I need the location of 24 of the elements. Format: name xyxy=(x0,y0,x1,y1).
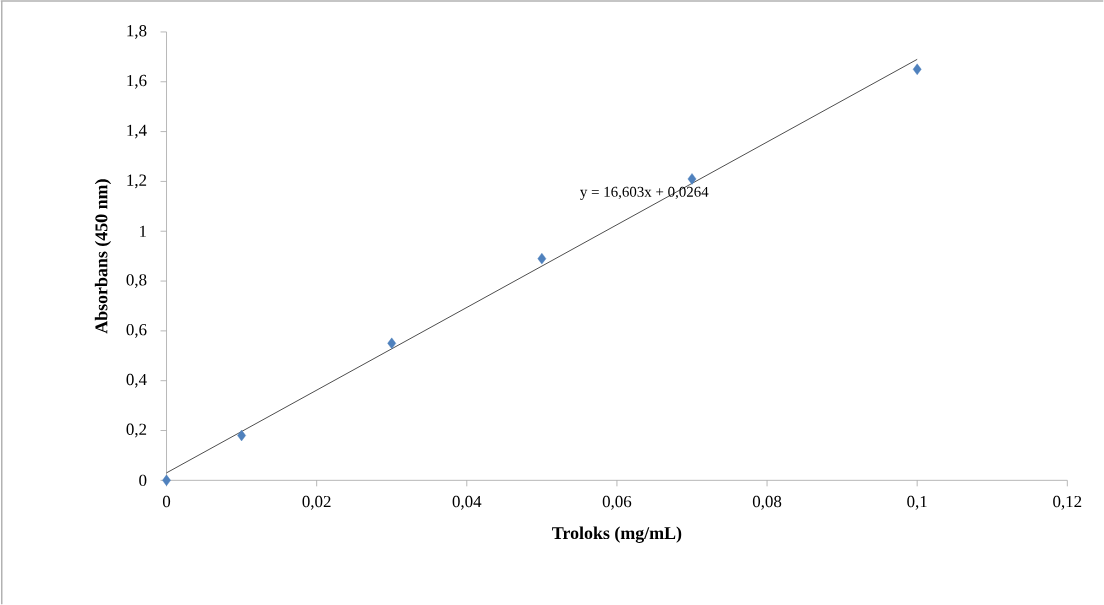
y-tick-label: 1 xyxy=(140,225,147,237)
y-tick-label: 1,2 xyxy=(127,174,147,189)
y-tick-label: 0,4 xyxy=(126,373,147,388)
y-axis-title: Absorbans (450 nm) xyxy=(94,179,112,334)
annotation: y = 16,603x + 0,0264 xyxy=(580,186,709,200)
y-tick-label: 0 xyxy=(139,474,147,487)
x-tick-label: 0,12 xyxy=(1053,495,1082,510)
y-tick-label: 1,6 xyxy=(127,74,147,89)
point xyxy=(537,252,547,265)
x-axis-title: Troloks (mg/mL) xyxy=(552,526,682,543)
x-tick-label: 0,1 xyxy=(907,495,927,510)
x-tick-label: 0,06 xyxy=(602,495,632,510)
x-tick-label: 0,08 xyxy=(752,495,782,510)
point xyxy=(387,337,397,350)
x-tick-label: 0,04 xyxy=(452,495,482,510)
point xyxy=(912,63,922,76)
y-tick-label: 1,8 xyxy=(127,25,147,39)
x-tick-label: 0,02 xyxy=(302,495,331,510)
y-tick-label: 0,8 xyxy=(126,274,147,289)
y-tick-label: 0,6 xyxy=(126,323,147,338)
point xyxy=(687,173,697,185)
y-tick-label: 0,2 xyxy=(126,423,147,438)
x-tick-label: 0 xyxy=(162,495,171,508)
y-tick-label: 1,4 xyxy=(127,124,147,139)
